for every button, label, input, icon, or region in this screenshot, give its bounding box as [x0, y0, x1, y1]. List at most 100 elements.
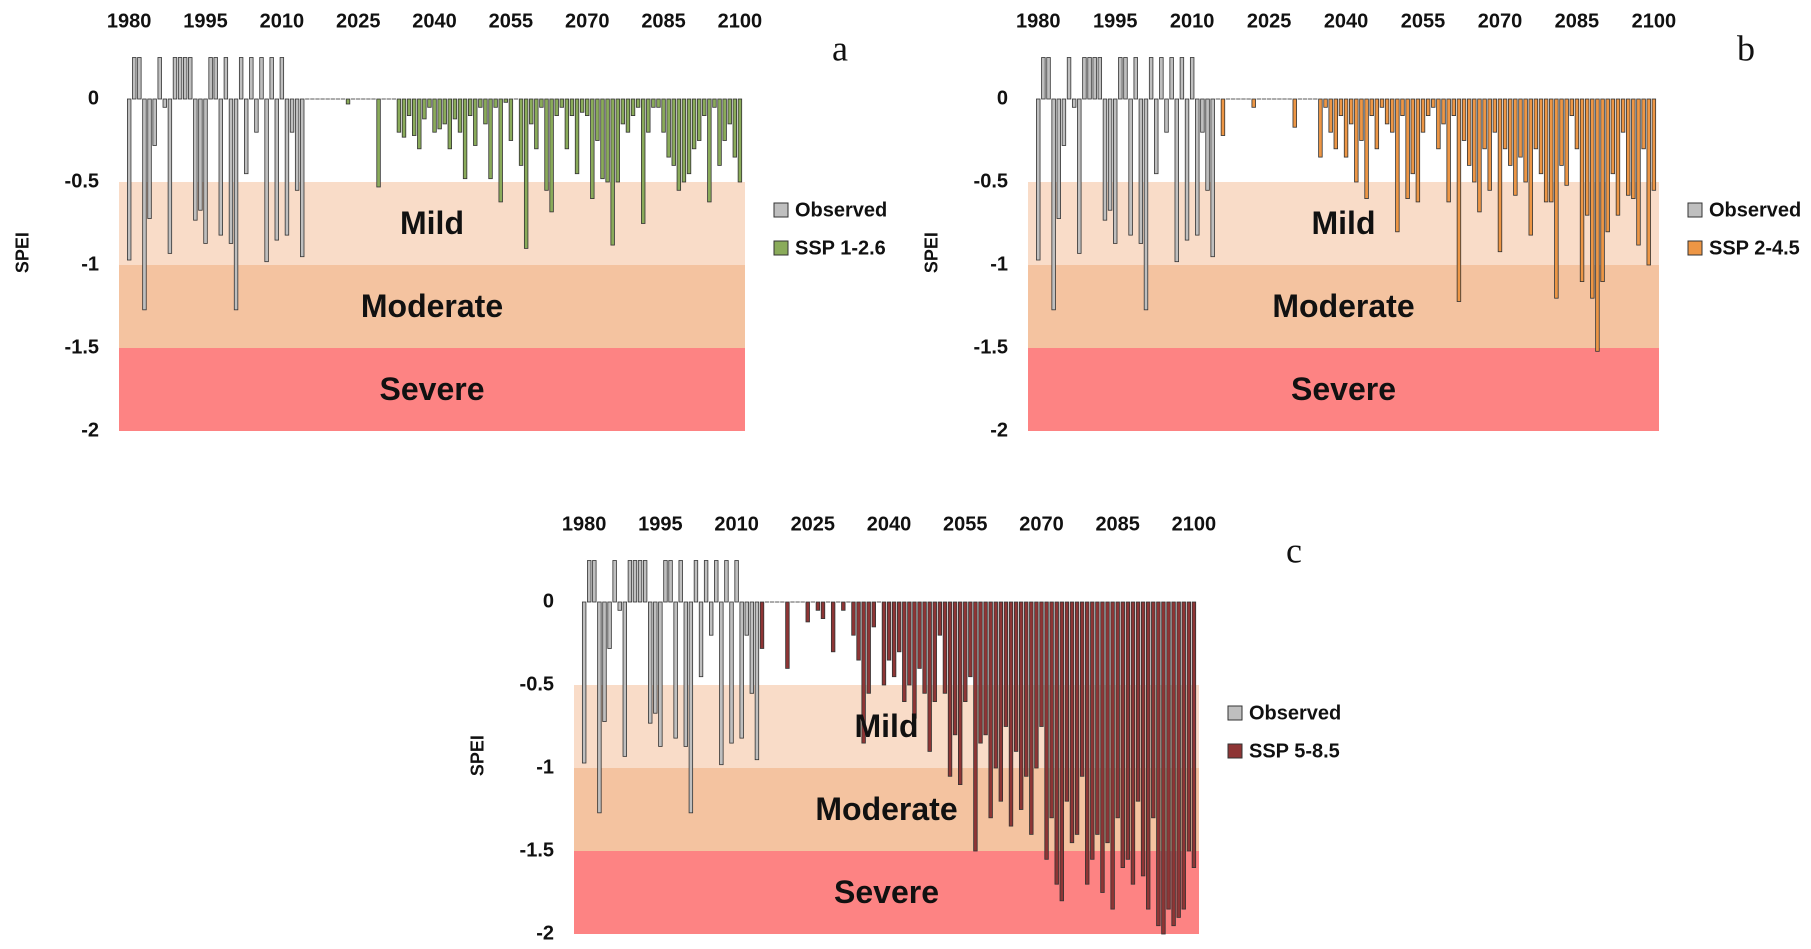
- y-tick-label: -0.5: [974, 170, 1008, 192]
- bar: [643, 561, 647, 603]
- x-tick-label: 2055: [489, 10, 534, 32]
- bar: [648, 602, 652, 723]
- bar: [1042, 58, 1046, 100]
- bar: [974, 602, 978, 851]
- bar: [1498, 99, 1502, 252]
- bar: [963, 602, 967, 702]
- bar: [1165, 99, 1169, 132]
- bar: [1093, 58, 1097, 100]
- bar: [163, 99, 167, 107]
- bar: [412, 99, 416, 136]
- bar: [687, 99, 691, 174]
- bar: [1591, 99, 1595, 298]
- bar: [703, 99, 707, 116]
- bar: [892, 602, 896, 677]
- bar: [1004, 602, 1008, 727]
- bar: [1195, 99, 1199, 235]
- bar: [999, 602, 1003, 801]
- y-axis-label: SPEI: [468, 735, 488, 776]
- bar: [928, 602, 932, 751]
- x-tick-label: 1995: [183, 10, 228, 32]
- bar: [816, 602, 820, 610]
- bar: [499, 99, 503, 202]
- bar: [1103, 99, 1107, 220]
- bar: [1585, 99, 1589, 215]
- bar: [127, 99, 131, 260]
- bar: [1126, 602, 1130, 859]
- bar: [1172, 602, 1176, 926]
- bar: [1119, 58, 1123, 100]
- bar: [1139, 99, 1143, 243]
- x-tick-label: 2070: [565, 10, 610, 32]
- bar: [1206, 99, 1210, 190]
- bar: [882, 602, 886, 685]
- bar: [224, 58, 228, 100]
- bar: [654, 602, 658, 713]
- bar: [1144, 99, 1148, 310]
- bar: [728, 99, 732, 124]
- bar: [1091, 602, 1095, 859]
- bar: [948, 602, 952, 776]
- bar: [1070, 602, 1074, 843]
- bar: [1442, 99, 1446, 124]
- bar: [1036, 99, 1040, 260]
- bar: [377, 99, 381, 187]
- legend-label: Observed: [795, 199, 887, 221]
- bar: [275, 99, 279, 240]
- x-tick-label: 1980: [1016, 10, 1061, 32]
- bar: [1406, 99, 1410, 199]
- bar: [1040, 602, 1044, 727]
- bar: [733, 99, 737, 157]
- bar: [428, 99, 432, 107]
- bar: [1045, 602, 1049, 859]
- bar: [1065, 602, 1069, 801]
- y-tick-label: -0.5: [520, 673, 554, 695]
- bar: [1167, 602, 1171, 909]
- x-tick-label: 2070: [1019, 513, 1064, 535]
- bar: [674, 602, 678, 738]
- bar: [153, 99, 157, 145]
- bar: [570, 99, 574, 116]
- bar: [618, 602, 622, 610]
- bar: [1514, 99, 1518, 195]
- bar: [684, 602, 688, 746]
- bar: [1201, 99, 1205, 132]
- bar: [735, 561, 739, 603]
- bar: [229, 99, 233, 243]
- bar: [438, 99, 442, 129]
- y-tick-label: -2: [536, 922, 554, 944]
- bar: [250, 58, 254, 100]
- bar: [1349, 99, 1353, 124]
- bar: [1047, 58, 1051, 100]
- bar: [1252, 99, 1256, 107]
- bar: [608, 602, 612, 648]
- y-tick-label: -1.5: [65, 336, 99, 358]
- bar: [887, 602, 891, 660]
- bar: [585, 99, 589, 116]
- bar: [933, 602, 937, 702]
- legend-swatch: [1228, 706, 1242, 720]
- bar: [1180, 58, 1184, 100]
- x-tick-label: 2010: [260, 10, 305, 32]
- bar: [672, 99, 676, 165]
- bar: [407, 99, 411, 116]
- bar: [1157, 602, 1161, 926]
- band-label: Mild: [400, 205, 464, 241]
- bar: [529, 99, 533, 124]
- bar: [1344, 99, 1348, 157]
- bar: [1088, 58, 1092, 100]
- bar: [453, 99, 457, 119]
- bar: [1396, 99, 1400, 232]
- x-tick-label: 2070: [1478, 10, 1523, 32]
- x-tick-label: 2055: [1401, 10, 1446, 32]
- bar: [295, 99, 299, 190]
- bar: [1426, 99, 1430, 116]
- bar: [720, 602, 724, 765]
- bar: [1483, 99, 1487, 149]
- x-tick-label: 2025: [1247, 10, 1292, 32]
- x-tick-label: 2085: [1555, 10, 1600, 32]
